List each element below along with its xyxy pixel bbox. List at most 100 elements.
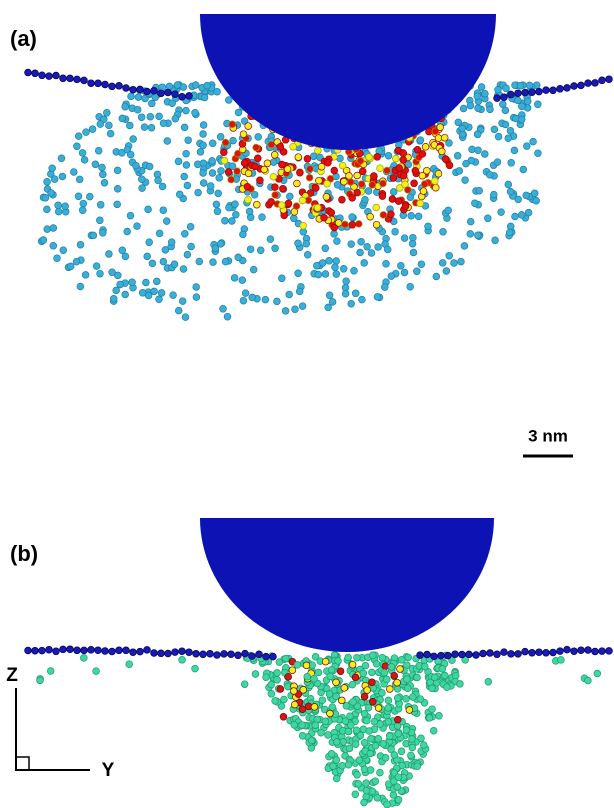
atom <box>181 124 188 131</box>
atom <box>151 288 158 295</box>
atom <box>180 266 187 273</box>
atom <box>502 121 509 128</box>
atom <box>372 742 379 749</box>
atom <box>204 82 211 89</box>
atom <box>304 155 311 162</box>
atom <box>366 728 373 735</box>
atom <box>79 207 86 214</box>
atom <box>304 251 311 258</box>
surface-atom <box>508 651 515 658</box>
atom <box>535 150 542 157</box>
atom <box>324 180 331 187</box>
atom <box>299 722 306 729</box>
surface-atom <box>95 647 102 654</box>
atom <box>363 780 370 787</box>
atom <box>311 704 318 711</box>
atom <box>334 181 341 188</box>
atom <box>106 122 113 129</box>
surface-atom <box>543 649 550 656</box>
atom <box>385 718 392 725</box>
surface-atom <box>102 81 109 88</box>
surface-atom <box>452 651 459 658</box>
atom <box>337 668 344 675</box>
atom <box>383 260 390 267</box>
atom <box>282 655 289 662</box>
atom <box>44 206 51 213</box>
atom <box>253 201 260 208</box>
atom <box>183 150 190 157</box>
atom <box>503 85 510 92</box>
atom <box>367 213 374 220</box>
atom <box>294 662 301 669</box>
atom <box>421 181 428 188</box>
atom <box>474 232 481 239</box>
atom <box>417 696 424 703</box>
atom <box>441 134 448 141</box>
atom <box>331 231 338 238</box>
atom <box>114 185 121 192</box>
surface-atom <box>74 76 81 83</box>
atom <box>365 188 372 195</box>
surface-atom <box>270 653 277 660</box>
atom <box>394 784 401 791</box>
atom <box>235 254 242 261</box>
atom <box>348 300 355 307</box>
atom <box>193 294 200 301</box>
atom <box>326 292 333 299</box>
atom <box>384 246 391 253</box>
atom <box>385 705 392 712</box>
atom <box>281 696 288 703</box>
atom <box>221 157 228 164</box>
atom <box>148 124 155 131</box>
atom <box>380 212 387 219</box>
atom <box>461 243 468 250</box>
atom <box>308 737 315 744</box>
atom <box>322 245 329 252</box>
atom <box>239 277 246 284</box>
atom <box>357 249 364 256</box>
atom <box>419 151 426 158</box>
atom <box>352 290 359 297</box>
surface-atom <box>515 651 522 658</box>
surface-atom <box>242 650 249 657</box>
atom <box>394 723 401 730</box>
atom <box>333 757 340 764</box>
atom <box>312 722 319 729</box>
atom <box>270 173 277 180</box>
atom <box>113 287 120 294</box>
atom <box>384 167 391 174</box>
atom <box>414 674 421 681</box>
atom <box>341 685 348 692</box>
atom <box>334 238 341 245</box>
atom <box>159 84 166 91</box>
atom <box>429 706 436 713</box>
atom <box>471 200 478 207</box>
surface-atom <box>207 650 214 657</box>
atom <box>422 143 429 150</box>
atom <box>278 275 285 282</box>
surface-atom <box>585 80 592 87</box>
atom <box>245 196 252 203</box>
atom <box>230 137 237 144</box>
atom <box>313 262 320 269</box>
atom <box>412 167 419 174</box>
axis-label: Y <box>102 760 115 781</box>
surface-atom <box>200 651 207 658</box>
atom <box>420 188 427 195</box>
atom <box>390 189 397 196</box>
surface-atom <box>53 72 60 79</box>
atom <box>374 794 381 801</box>
atom <box>411 180 418 187</box>
atom <box>291 701 298 708</box>
surface-atom <box>550 87 557 94</box>
atom <box>397 666 404 673</box>
atom <box>345 761 352 768</box>
atom <box>106 251 113 258</box>
surface-atom <box>123 85 130 92</box>
surface-atom <box>501 94 508 101</box>
atom <box>103 109 110 116</box>
atom <box>391 672 398 679</box>
atom <box>386 733 393 740</box>
atom <box>356 757 363 764</box>
atom <box>491 126 498 133</box>
